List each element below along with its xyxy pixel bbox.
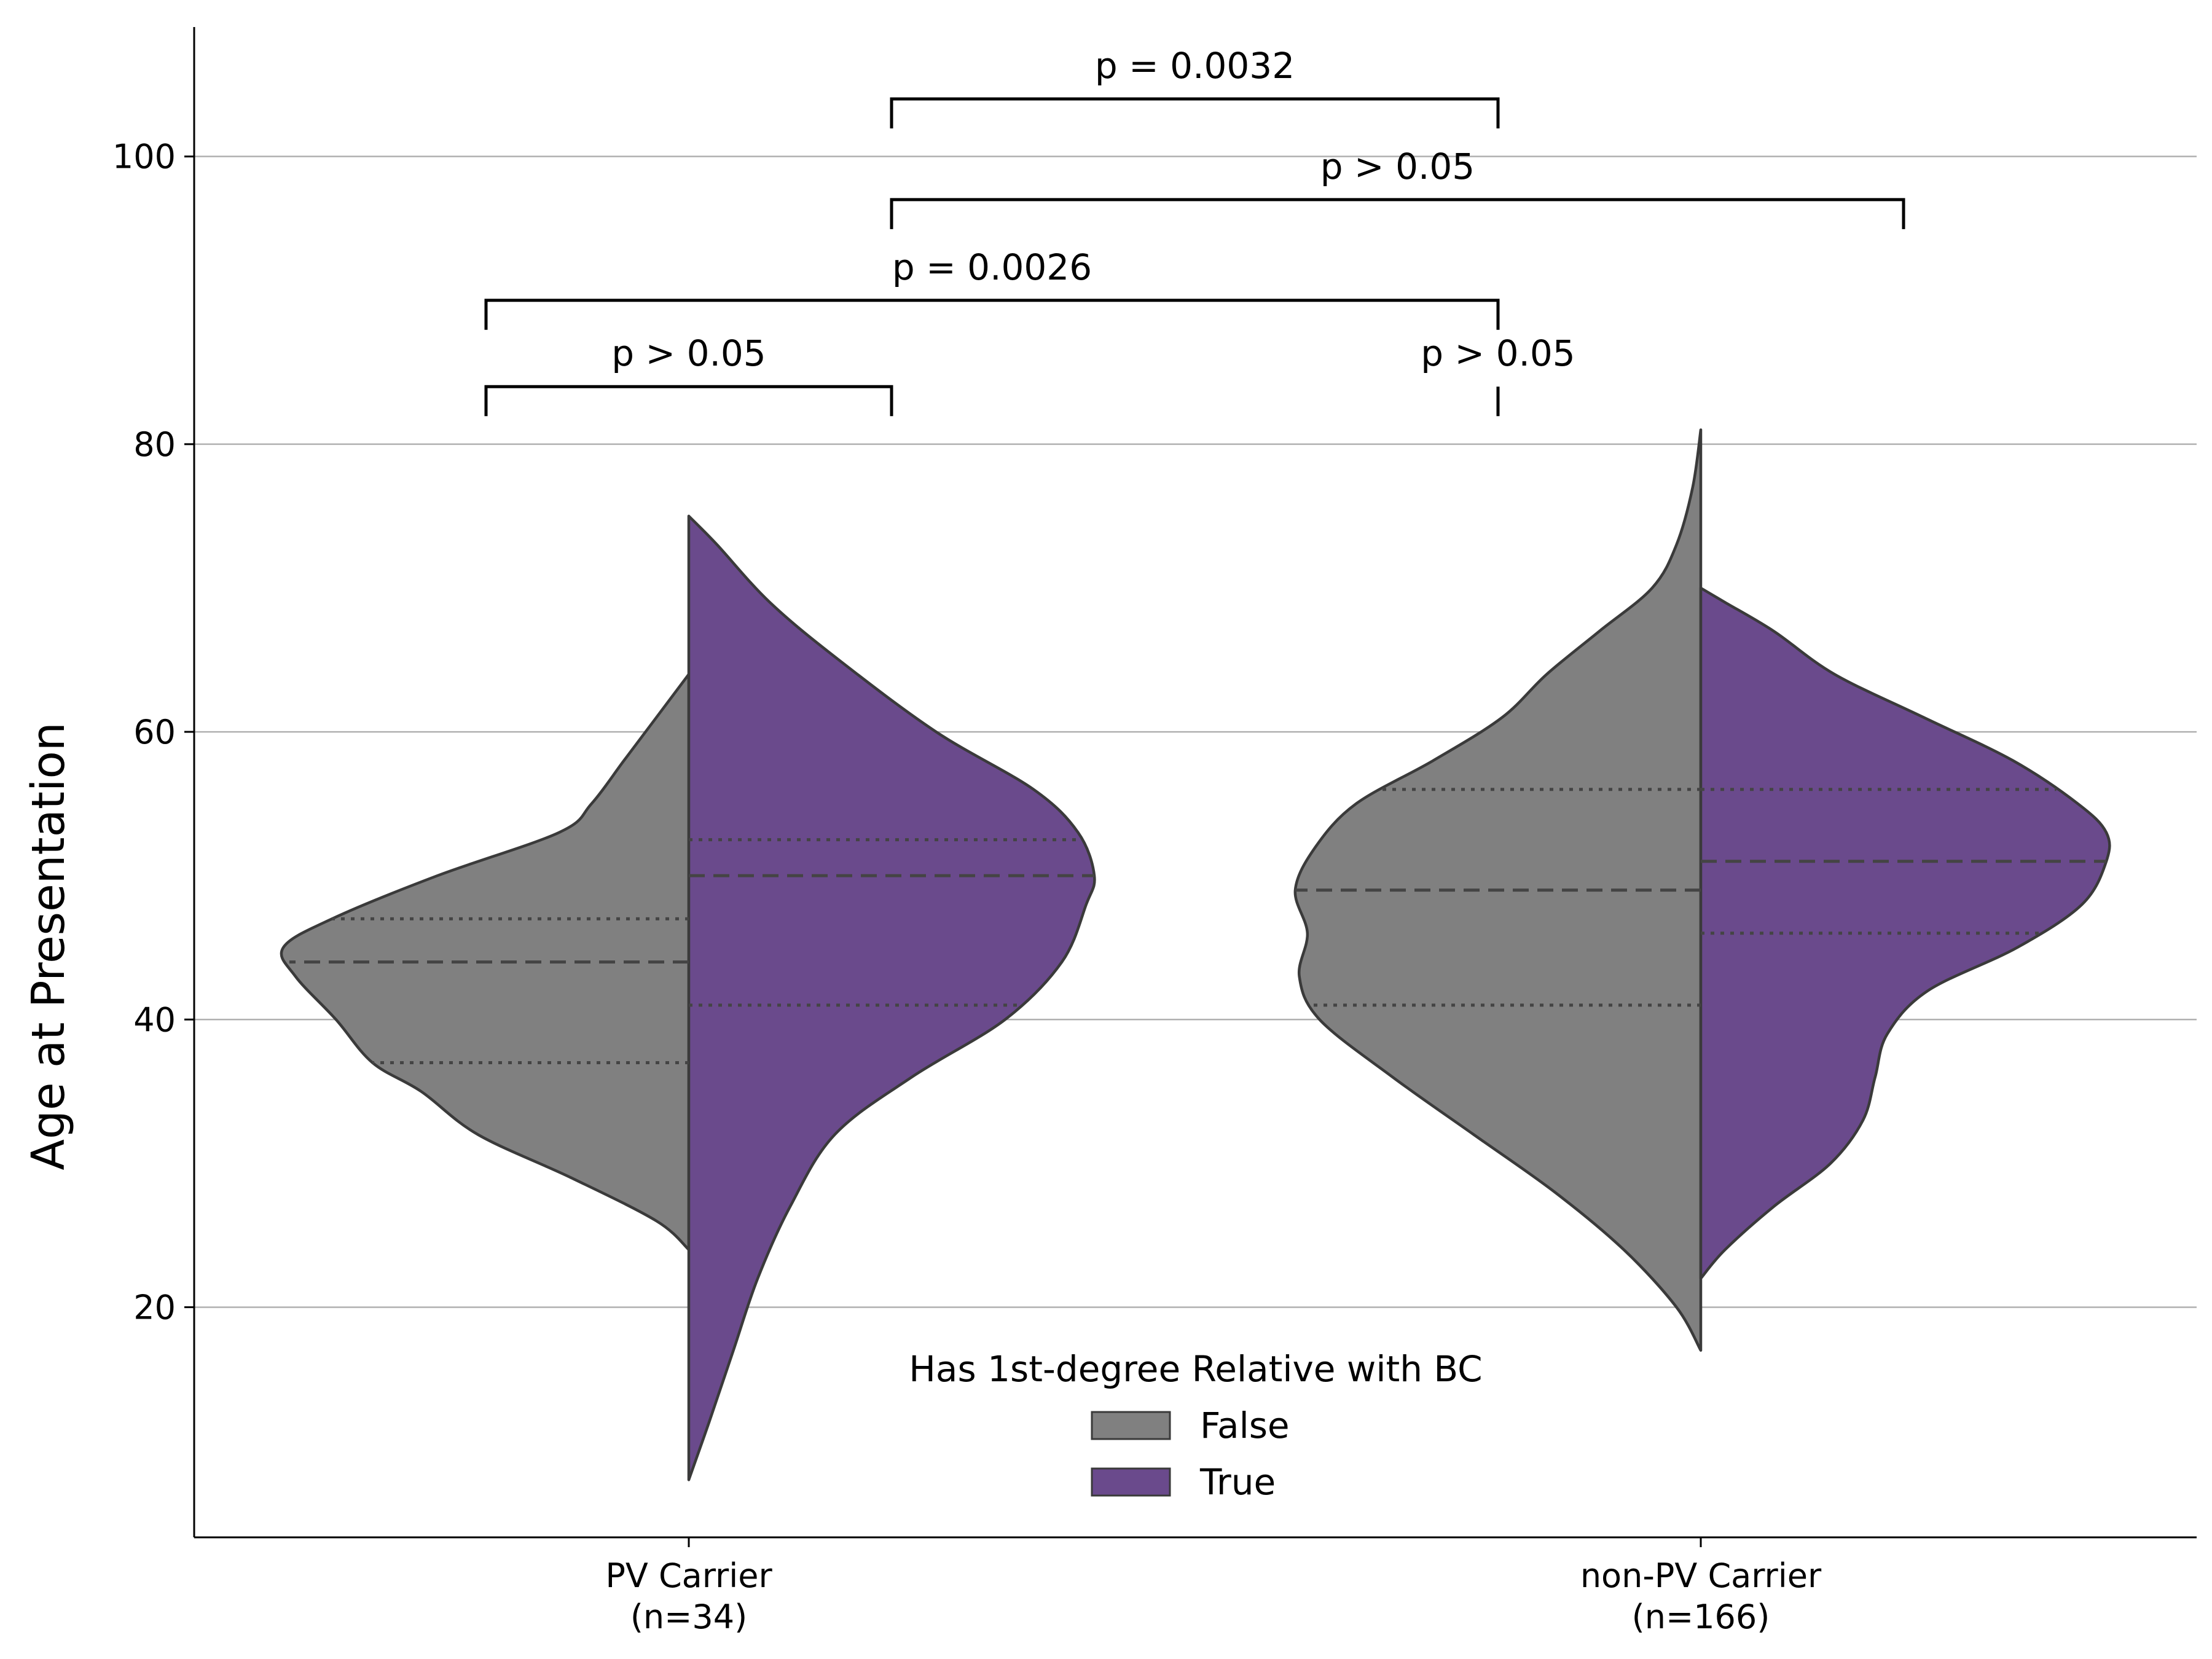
significance-label-1: p > 0.05	[1421, 332, 1575, 374]
ytick-label-20: 20	[133, 1288, 176, 1327]
axes-layer	[193, 27, 2197, 1539]
violin-half-pv-true	[687, 514, 1096, 1481]
significance-annotations: p > 0.05 p > 0.05 p = 0.0026 p > 0.05 p = 0.…	[484, 45, 1905, 417]
violin-layer	[280, 428, 2111, 1481]
legend-swatch-false	[1091, 1411, 1171, 1440]
legend-swatch-true	[1091, 1467, 1171, 1497]
significance-bracket-4	[890, 97, 1500, 129]
y-axis-label: Age at Presentation	[22, 722, 75, 1170]
significance-bracket-2	[484, 299, 1500, 330]
violin-half-nonpv-true	[1699, 586, 2111, 1280]
legend-label-true: True	[1199, 1461, 1276, 1503]
x-ticks: PV Carrier(n=34) non-PV Carrier(n=166)	[605, 1537, 1822, 1636]
xtick-sublabel-0: (n=34)	[630, 1598, 747, 1636]
significance-label-2: p = 0.0026	[892, 246, 1092, 288]
ytick-label-60: 60	[133, 713, 176, 751]
ytick-label-40: 40	[133, 1000, 176, 1039]
legend: Has 1st-degree Relative with BC False Tr…	[909, 1348, 1482, 1503]
significance-bracket-0	[484, 385, 893, 417]
legend-title: Has 1st-degree Relative with BC	[909, 1348, 1482, 1390]
y-ticks: 20 40 60 80 100	[112, 138, 194, 1327]
significance-bracket-3	[890, 198, 1905, 229]
significance-label-0: p > 0.05	[611, 332, 766, 374]
xtick-label-0: PV Carrier	[605, 1556, 772, 1595]
ytick-label-100: 100	[112, 138, 176, 176]
significance-label-4: p = 0.0032	[1095, 45, 1295, 87]
significance-label-3: p > 0.05	[1320, 146, 1475, 187]
xtick-label-1: non-PV Carrier	[1580, 1556, 1822, 1595]
legend-label-false: False	[1200, 1405, 1290, 1446]
quartile-layer	[289, 788, 2106, 1064]
ytick-label-80: 80	[133, 425, 176, 464]
xtick-sublabel-1: (n=166)	[1632, 1598, 1770, 1636]
